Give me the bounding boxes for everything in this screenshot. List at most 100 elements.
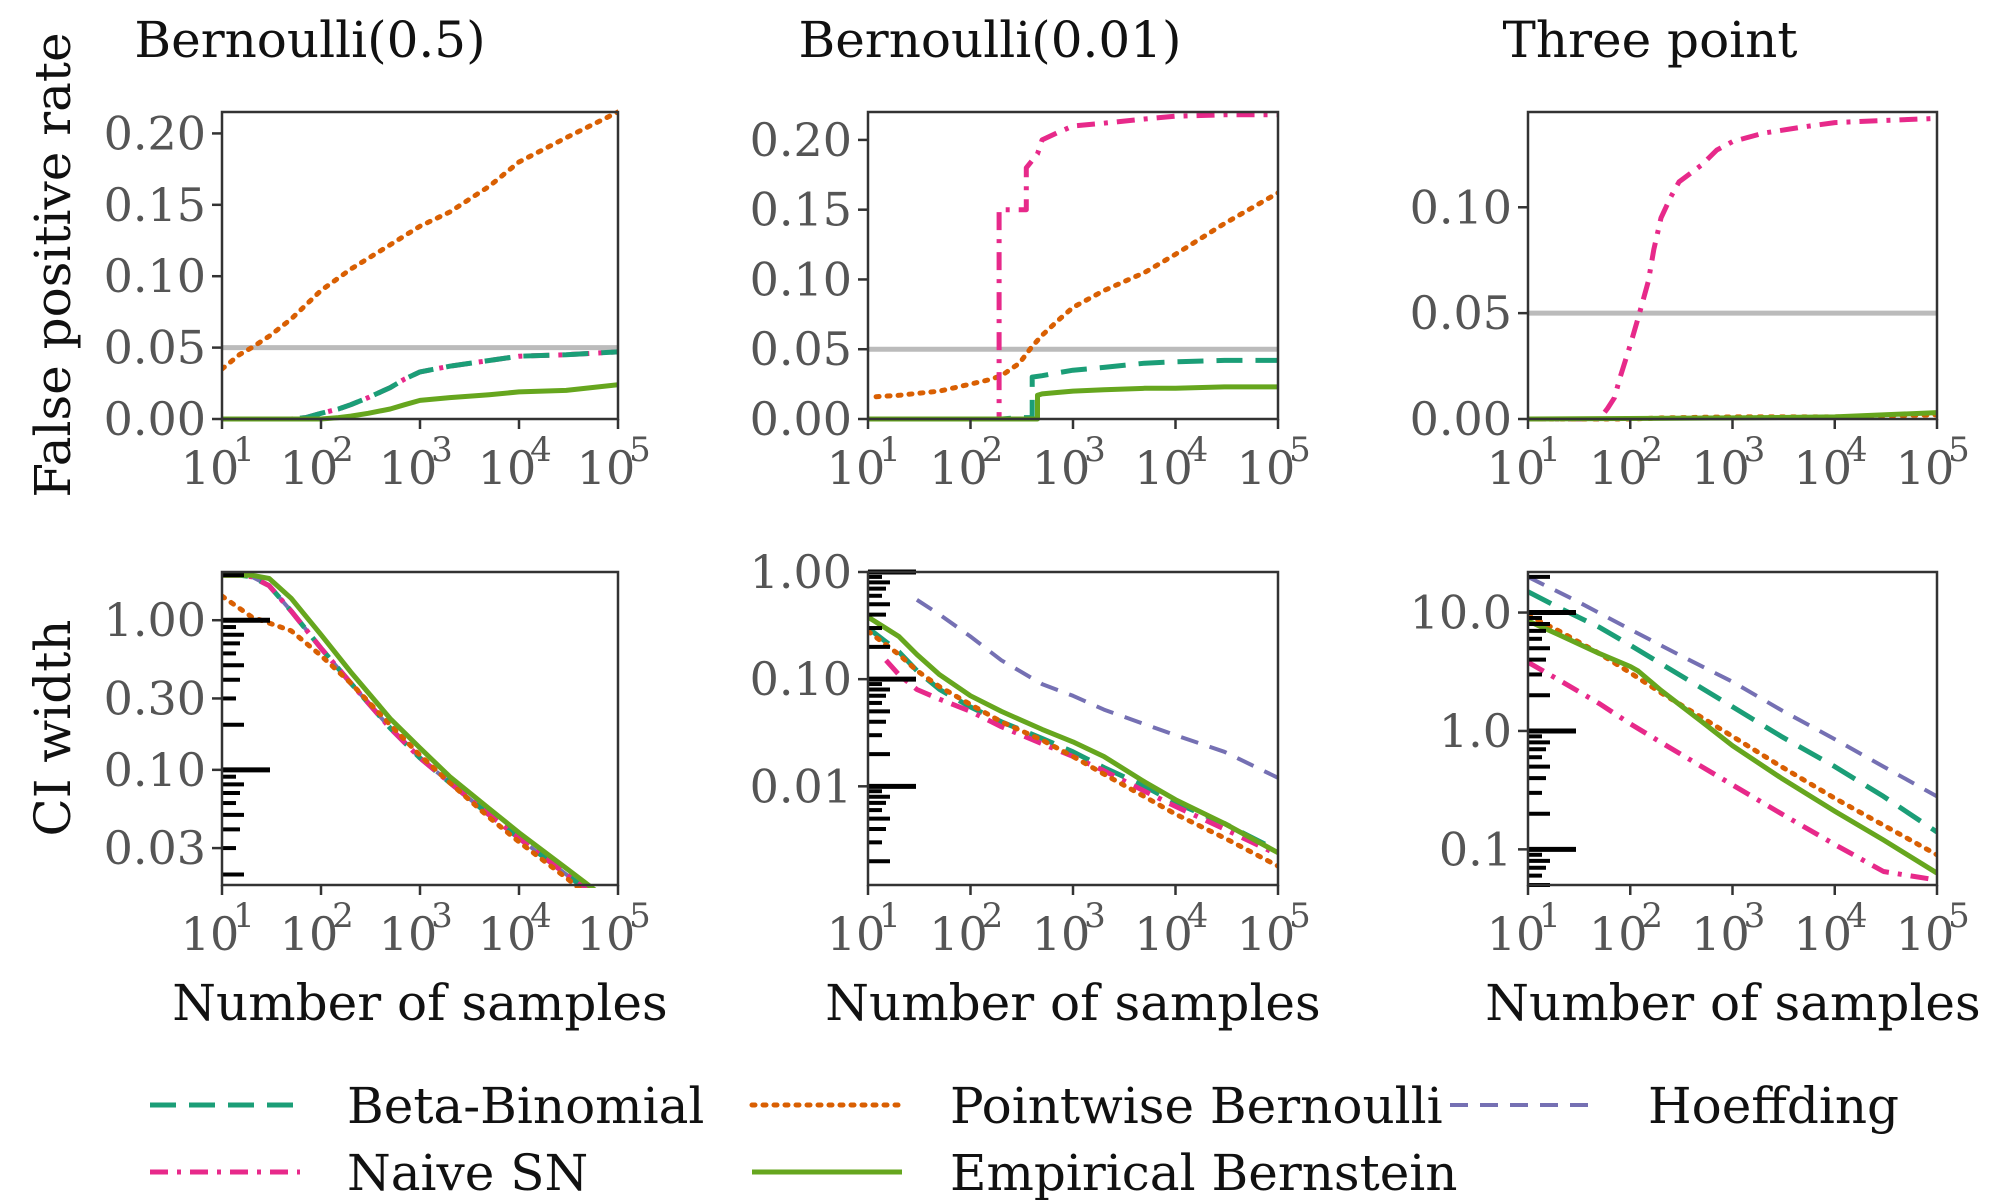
x-tick-exponent: 2 [982, 896, 1004, 936]
x-tick-exponent: 3 [431, 430, 453, 470]
y-tick-label: 0.20 [750, 113, 852, 167]
y-tick-label: 0.10 [104, 743, 206, 797]
x-axis-label: Number of samples [825, 974, 1320, 1032]
x-tick-exponent: 3 [1084, 430, 1106, 470]
series-line-pointwise-bernoulli [222, 593, 583, 888]
series-line-hoeffding [915, 598, 1278, 780]
series-line-empirical-bernstein [1528, 618, 1937, 876]
series-line-naive-sn [868, 112, 1278, 422]
x-tick-exponent: 2 [332, 430, 354, 470]
x-tick-exponent: 3 [431, 896, 453, 936]
x-tick-label: 10 [1691, 441, 1750, 495]
x-tick-exponent: 1 [233, 896, 255, 936]
x-tick-label: 10 [1134, 441, 1193, 495]
series-line-hoeffding [1528, 575, 1937, 799]
x-tick-exponent: 2 [1641, 430, 1663, 470]
y-tick-label: 0.00 [104, 392, 206, 446]
x-tick-label: 10 [1237, 907, 1296, 961]
subplot-title: Bernoulli(0.5) [134, 11, 485, 69]
series-group [222, 572, 597, 888]
y-tick-label: 0.10 [750, 652, 852, 706]
x-tick-label: 10 [379, 441, 438, 495]
x-tick-label: 10 [280, 441, 339, 495]
series-line-beta-binomial [868, 626, 1278, 854]
x-tick-label: 10 [478, 907, 537, 961]
x-tick-label: 10 [1237, 441, 1296, 495]
x-tick-exponent: 1 [1539, 430, 1561, 470]
series-line-beta-binomial [1528, 589, 1937, 835]
x-tick-label: 10 [827, 441, 886, 495]
subplot-fpr-bernoulli-05: Bernoulli(0.5) False positive rate [24, 11, 486, 498]
series-line-empirical-bernstein [222, 572, 597, 888]
x-tick-label: 10 [827, 907, 886, 961]
x-tick-label: 10 [929, 441, 988, 495]
x-tick-label: 10 [379, 907, 438, 961]
y-axis-label: CI width [24, 620, 82, 837]
subplot-title: Bernoulli(0.01) [798, 11, 1181, 69]
legend-label-beta-binomial: Beta-Binomial [347, 1077, 704, 1135]
y-tick-label: 1.0 [1439, 704, 1512, 758]
x-tick-label: 10 [1487, 907, 1546, 961]
y-axis-label: False positive rate [24, 32, 82, 497]
plot-frame [866, 570, 1280, 887]
x-axis-label: Number of samples [1485, 974, 1980, 1032]
series-line-empirical-bernstein [222, 382, 618, 422]
x-tick-label: 10 [1032, 441, 1091, 495]
y-tick-label: 0.15 [104, 178, 206, 232]
y-tick-label: 0.10 [750, 252, 852, 306]
y-tick-label: 0.20 [104, 106, 206, 160]
series-group [868, 112, 1278, 422]
x-tick-label: 10 [478, 441, 537, 495]
x-tick-exponent: 4 [1846, 430, 1868, 470]
series-group [1528, 575, 1937, 883]
x-tick-label: 10 [1032, 907, 1091, 961]
x-tick-exponent: 5 [629, 430, 651, 470]
x-tick-label: 10 [577, 441, 636, 495]
subplot-ci-bernoulli-05: CI width Number of samples [24, 620, 668, 1033]
x-tick-exponent: 5 [1289, 430, 1311, 470]
series-group [868, 598, 1278, 869]
legend-label-empirical-bernstein: Empirical Bernstein [950, 1144, 1457, 1200]
plot-frame [866, 110, 1280, 421]
x-tick-exponent: 2 [982, 430, 1004, 470]
series-line-pointwise-bernoulli [873, 190, 1278, 400]
subplot-title: Three point [1503, 11, 1798, 69]
series-line-naive-sn [1528, 660, 1937, 883]
plot-frame [220, 570, 620, 887]
series-line-beta-binomial [222, 349, 618, 422]
y-tick-label: 0.10 [1410, 180, 1512, 234]
y-tick-label: 0.00 [1410, 392, 1512, 446]
y-tick-label: 0.05 [1410, 286, 1512, 340]
x-tick-label: 10 [181, 441, 240, 495]
y-tick-label: 0.01 [750, 759, 852, 813]
y-tick-label: 1.00 [750, 545, 852, 599]
y-tick-label: 0.30 [104, 671, 206, 725]
x-tick-exponent: 4 [530, 896, 552, 936]
y-tick-label: 0.03 [104, 821, 206, 875]
x-tick-exponent: 5 [1289, 896, 1311, 936]
x-tick-label: 10 [577, 907, 636, 961]
x-tick-exponent: 2 [332, 896, 354, 936]
x-tick-label: 10 [280, 907, 339, 961]
series-line-empirical-bernstein [868, 614, 1278, 855]
legend: Beta-Binomial Naive SN Pointwise Bernoul… [150, 1077, 1899, 1200]
x-tick-label: 10 [1896, 907, 1955, 961]
legend-label-pointwise-bernoulli: Pointwise Bernoulli [950, 1077, 1443, 1135]
x-tick-label: 10 [1487, 441, 1546, 495]
x-tick-exponent: 2 [1641, 896, 1663, 936]
subplot-fpr-bernoulli-001: Bernoulli(0.01) [798, 11, 1181, 69]
x-tick-exponent: 4 [1187, 430, 1209, 470]
x-tick-exponent: 4 [1846, 896, 1868, 936]
x-tick-label: 10 [1793, 441, 1852, 495]
x-tick-exponent: 5 [629, 896, 651, 936]
y-tick-label: 0.10 [104, 249, 206, 303]
series-group [222, 109, 618, 422]
x-tick-label: 10 [181, 907, 240, 961]
series-line-naive-sn [884, 658, 1278, 857]
